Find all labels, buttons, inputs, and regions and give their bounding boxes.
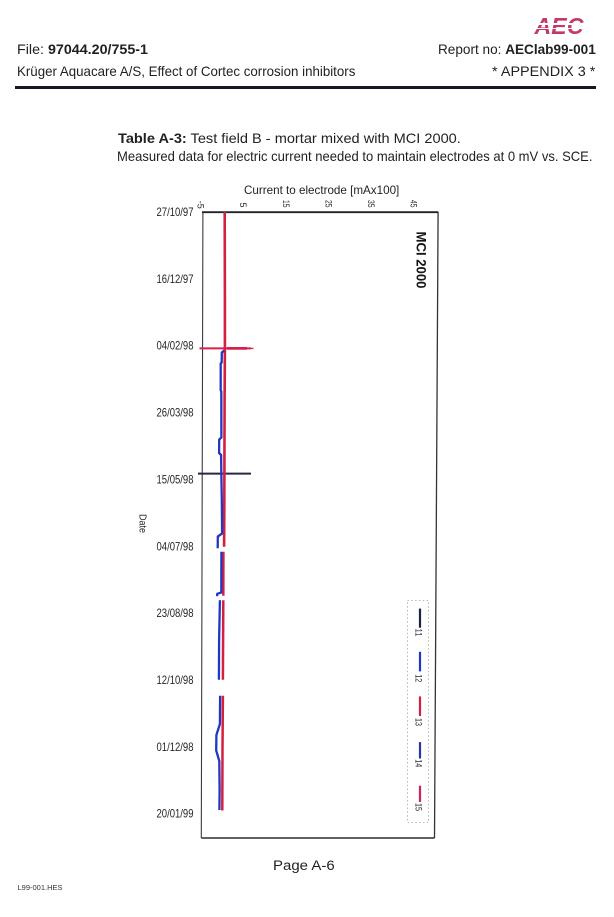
- svg-text:45: 45: [409, 200, 419, 208]
- svg-text:-5: -5: [196, 201, 206, 209]
- svg-text:15: 15: [414, 803, 424, 811]
- svg-text:MCI 2000: MCI 2000: [414, 232, 430, 289]
- svg-text:14: 14: [414, 759, 424, 767]
- svg-text:25: 25: [323, 200, 333, 208]
- svg-text:15: 15: [281, 200, 291, 208]
- svg-text:27/10/97: 27/10/97: [157, 206, 194, 219]
- svg-text:12: 12: [414, 674, 424, 682]
- svg-text:16/12/97: 16/12/97: [157, 273, 194, 286]
- svg-text:11: 11: [414, 629, 424, 637]
- svg-text:04/02/98: 04/02/98: [157, 340, 194, 353]
- svg-text:26/03/98: 26/03/98: [157, 407, 194, 420]
- svg-text:Date: Date: [137, 514, 148, 533]
- svg-text:01/12/98: 01/12/98: [157, 741, 194, 754]
- svg-text:04/07/98: 04/07/98: [157, 540, 194, 553]
- svg-text:15/05/98: 15/05/98: [157, 473, 194, 486]
- svg-text:20/01/99: 20/01/99: [157, 808, 194, 821]
- svg-text:23/08/98: 23/08/98: [157, 607, 194, 620]
- svg-text:5: 5: [238, 202, 248, 207]
- svg-text:13: 13: [414, 718, 424, 726]
- svg-text:12/10/98: 12/10/98: [157, 674, 194, 687]
- svg-text:35: 35: [366, 200, 376, 208]
